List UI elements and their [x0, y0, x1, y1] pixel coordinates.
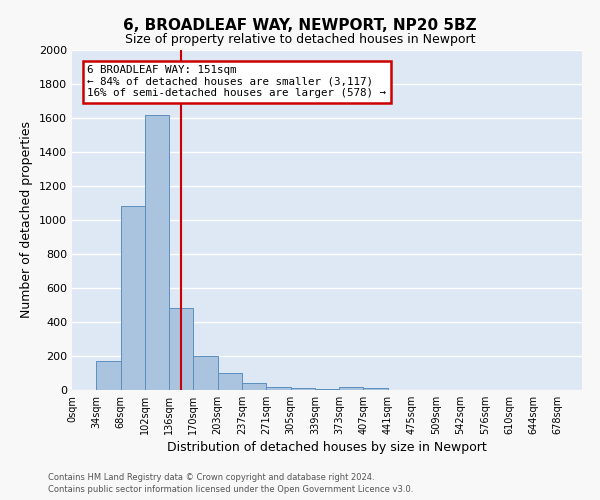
Bar [218, 373, 242, 390]
Bar [290, 388, 315, 390]
Bar [266, 387, 290, 390]
Bar [364, 388, 388, 390]
Bar [169, 308, 193, 390]
Bar [339, 386, 364, 390]
Text: 6, BROADLEAF WAY, NEWPORT, NP20 5BZ: 6, BROADLEAF WAY, NEWPORT, NP20 5BZ [123, 18, 477, 32]
X-axis label: Distribution of detached houses by size in Newport: Distribution of detached houses by size … [167, 441, 487, 454]
Bar [121, 206, 145, 390]
Bar [193, 356, 218, 390]
Bar [96, 361, 121, 390]
Text: Contains HM Land Registry data © Crown copyright and database right 2024.
Contai: Contains HM Land Registry data © Crown c… [48, 472, 413, 494]
Bar [242, 383, 266, 390]
Y-axis label: Number of detached properties: Number of detached properties [20, 122, 34, 318]
Bar [315, 389, 339, 390]
Text: 6 BROADLEAF WAY: 151sqm
← 84% of detached houses are smaller (3,117)
16% of semi: 6 BROADLEAF WAY: 151sqm ← 84% of detache… [88, 66, 386, 98]
Text: Size of property relative to detached houses in Newport: Size of property relative to detached ho… [125, 32, 475, 46]
Bar [145, 114, 169, 390]
